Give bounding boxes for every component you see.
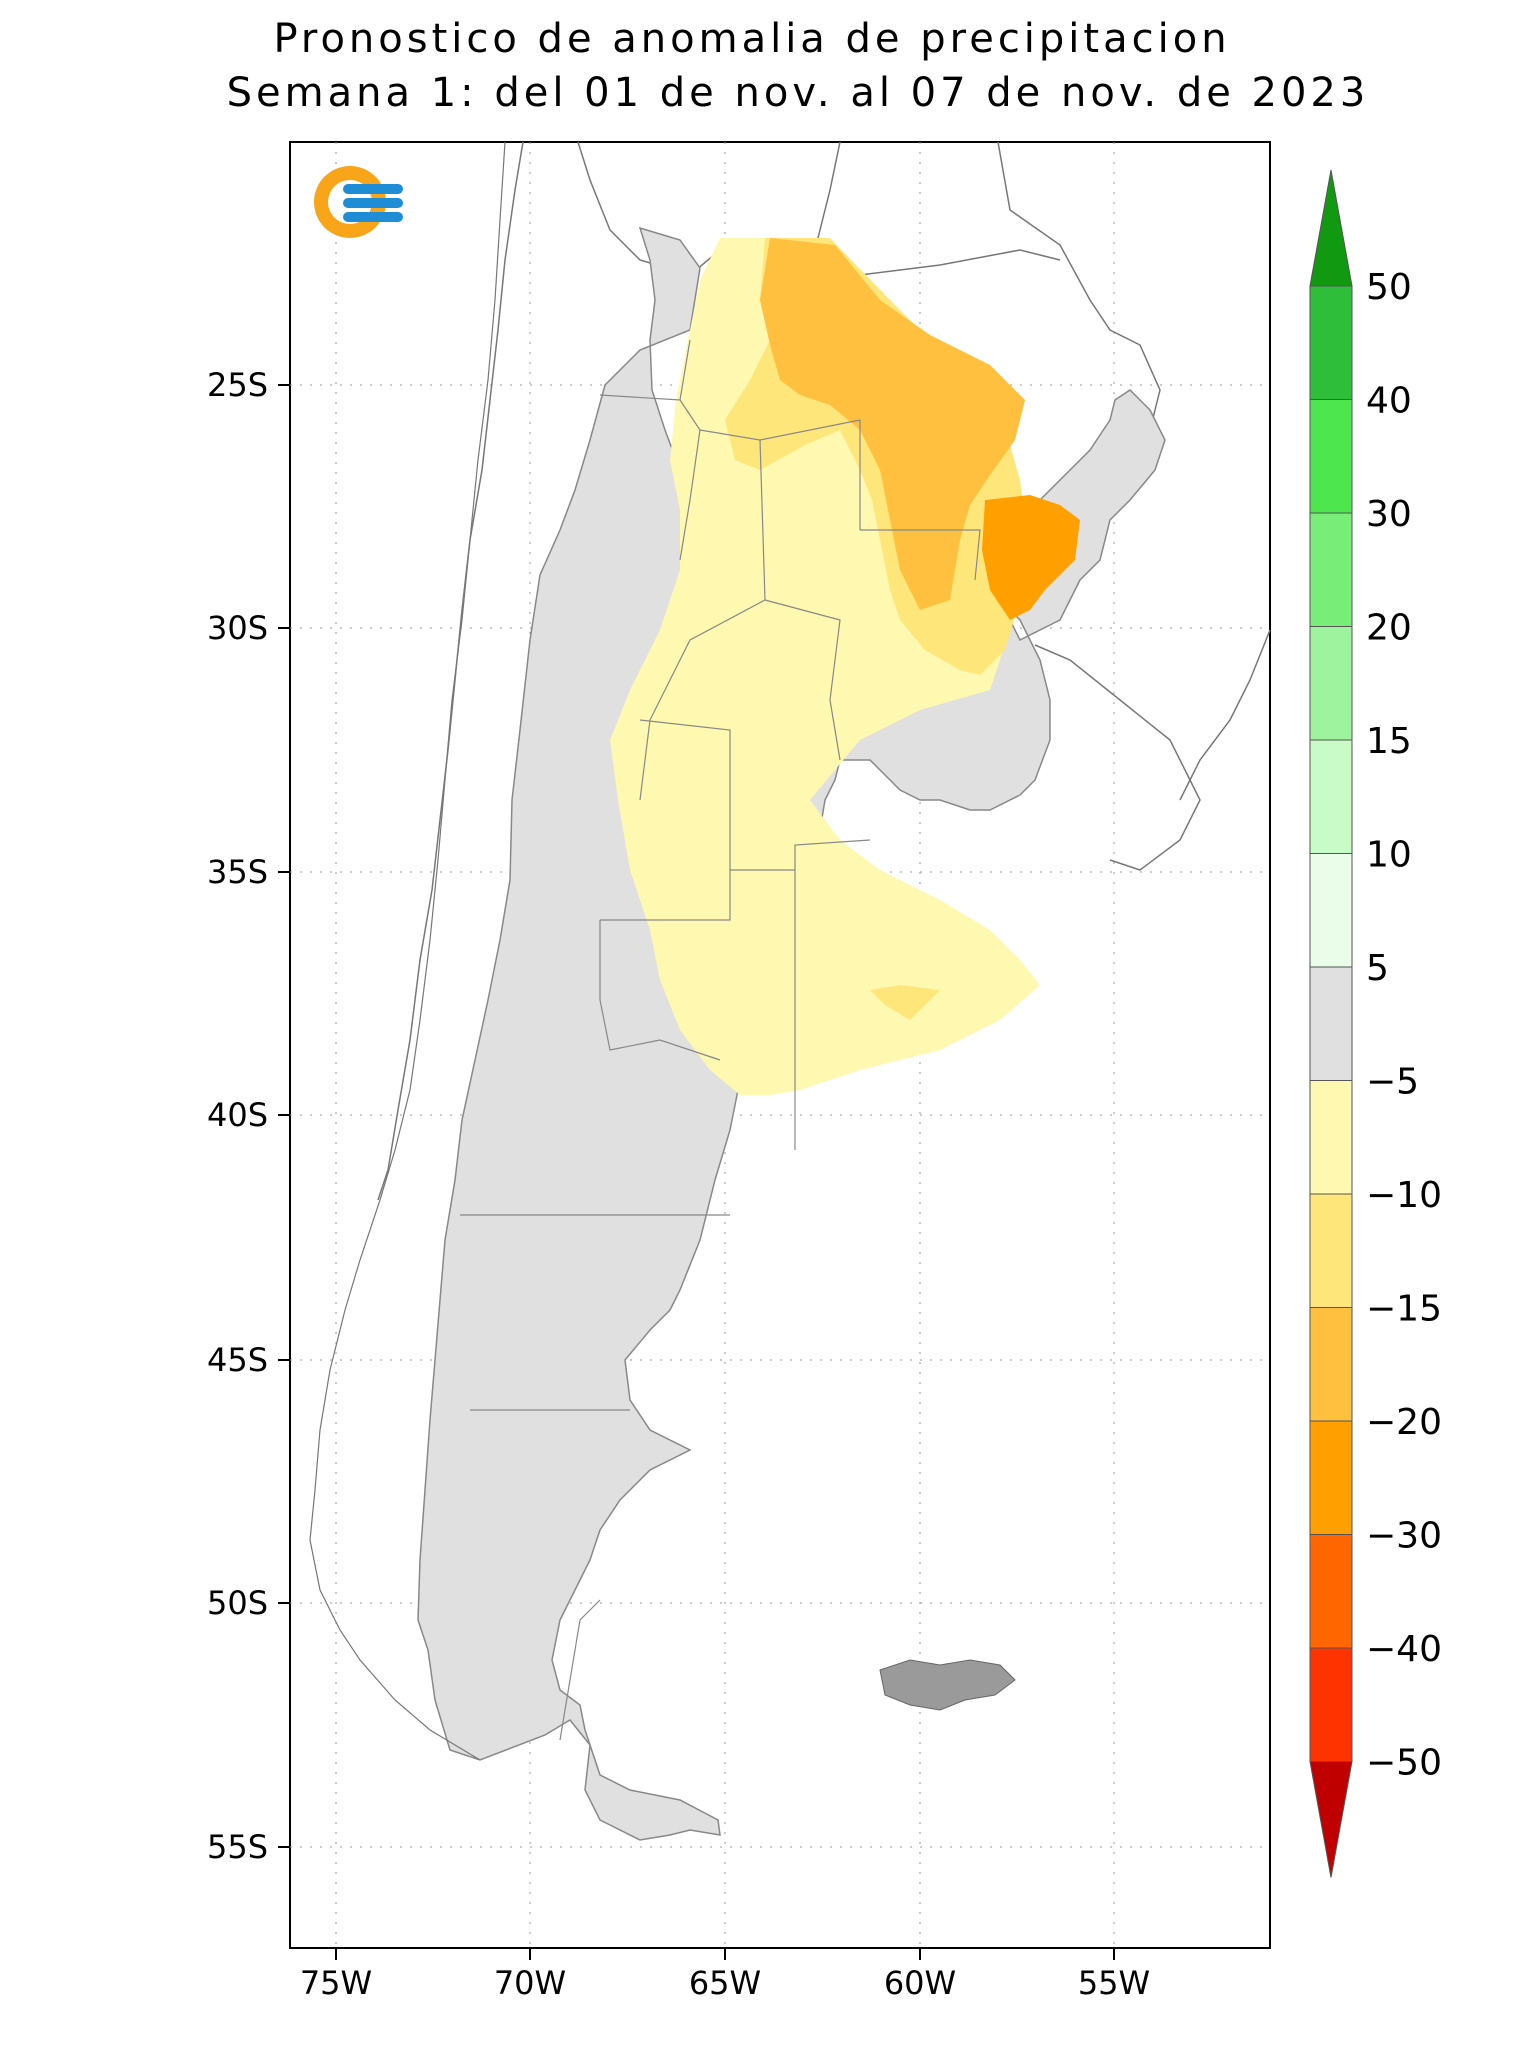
malvinas-islands — [879, 1659, 1016, 1711]
colorbar-segment — [1309, 1534, 1353, 1649]
colorbar-label: 10 — [1366, 835, 1412, 876]
colorbar-segment — [1309, 853, 1353, 968]
colorbar-label: −10 — [1366, 1175, 1442, 1216]
colorbar-label: 40 — [1366, 381, 1412, 422]
lat-label-55s: 55S — [207, 1828, 268, 1866]
lat-label-35s: 35S — [207, 853, 268, 891]
lon-label-70w: 70W — [494, 1964, 566, 2002]
colorbar-segment — [1309, 512, 1353, 627]
lat-label-25s: 25S — [207, 366, 268, 404]
colorbar-label: −30 — [1366, 1516, 1442, 1557]
lon-label-60w: 60W — [884, 1964, 956, 2002]
colorbar-segment — [1309, 739, 1353, 854]
chile-coastline — [309, 141, 506, 1761]
colorbar-label: −15 — [1366, 1289, 1442, 1330]
anomaly-area-minus20-minus30 — [982, 495, 1080, 620]
map-title-line2: Semana 1: del 01 de nov. al 07 de nov. d… — [226, 70, 1370, 116]
anomaly-spot-buenos-aires — [870, 985, 940, 1020]
lat-label-40s: 40S — [207, 1096, 268, 1134]
lon-label-75w: 75W — [300, 1964, 372, 2002]
colorbar: 50 40 30 20 15 10 5 −5 −10 −15 −20 −30 −40 −50 — [1309, 169, 1442, 1878]
map-title-line1: Pronostico de anomalia de precipitacion — [273, 16, 1231, 62]
lon-label-55w: 55W — [1078, 1964, 1150, 2002]
colorbar-label: −5 — [1366, 1062, 1419, 1103]
colorbar-segment — [1309, 399, 1353, 514]
colorbar-segment — [1309, 1307, 1353, 1422]
colorbar-label: −20 — [1366, 1402, 1442, 1443]
colorbar-label: 30 — [1366, 494, 1412, 535]
colorbar-bottom-arrow — [1309, 1761, 1353, 1878]
lat-label-50s: 50S — [207, 1584, 268, 1622]
anomaly-area-minus15-minus20 — [760, 238, 1025, 610]
smn-logo-icon — [314, 166, 403, 238]
colorbar-segment — [1309, 626, 1353, 741]
colorbar-segment — [1309, 1420, 1353, 1535]
colorbar-top-arrow — [1309, 169, 1353, 287]
colorbar-label: −50 — [1366, 1743, 1442, 1784]
colorbar-segment — [1309, 966, 1353, 1081]
colorbar-segment — [1309, 1647, 1353, 1762]
colorbar-label: 15 — [1366, 721, 1412, 762]
colorbar-segment — [1309, 1080, 1353, 1195]
colorbar-segment — [1309, 1193, 1353, 1308]
colorbar-label: 5 — [1366, 948, 1389, 989]
lon-label-65w: 65W — [689, 1964, 761, 2002]
colorbar-label: 50 — [1366, 267, 1412, 308]
lat-label-30s: 30S — [207, 609, 268, 647]
colorbar-segment — [1309, 285, 1353, 400]
axis-ticks — [278, 384, 1115, 1960]
colorbar-label: 20 — [1366, 608, 1412, 649]
province-borders — [460, 339, 981, 1741]
lat-label-45s: 45S — [207, 1341, 268, 1379]
colorbar-label: −40 — [1366, 1629, 1442, 1670]
